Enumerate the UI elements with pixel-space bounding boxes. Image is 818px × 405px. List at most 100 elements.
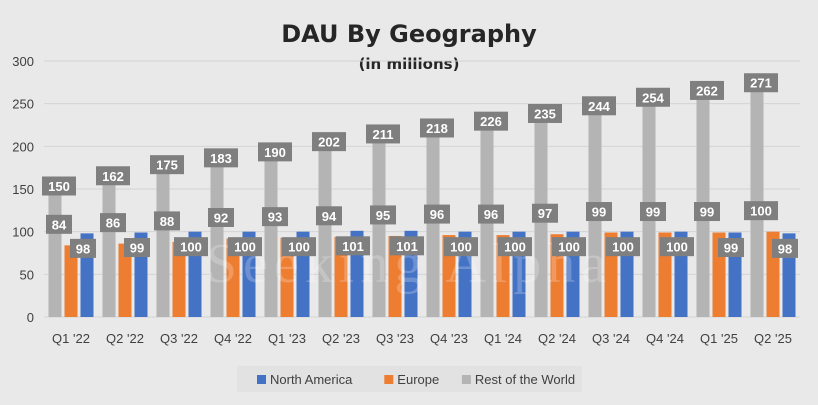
x-tick-label: Q3 '23: [376, 331, 414, 346]
data-label-box: [772, 238, 798, 258]
x-tick-label: Q1 '24: [484, 331, 522, 346]
data-label-box: [150, 155, 184, 175]
data-label-europe: 100: [744, 201, 778, 221]
data-label-box: [42, 176, 76, 196]
data-label-rest-of-the-world: 183: [204, 148, 238, 168]
y-axis: 0 50 100 150 200 250 300: [12, 54, 34, 325]
data-label-text: 88: [160, 214, 174, 229]
data-label-text: 99: [592, 205, 606, 220]
data-label-text: 218: [426, 121, 448, 136]
data-label-box: [228, 237, 262, 257]
data-label-box: [636, 87, 670, 107]
data-label-rest-of-the-world: 254: [636, 87, 670, 107]
data-label-rest-of-the-world: 271: [744, 73, 778, 93]
data-label-box: [690, 80, 724, 100]
data-label-box: [312, 132, 346, 152]
x-tick-label: Q2 '24: [538, 331, 576, 346]
x-tick-label: Q4 '23: [430, 331, 468, 346]
data-label-rest-of-the-world: 262: [690, 80, 724, 100]
data-label-text: 96: [484, 207, 498, 222]
data-label-text: 262: [696, 83, 718, 98]
bar-rest-of-the-world: [156, 167, 170, 317]
data-label-north-america: 98: [772, 238, 798, 258]
data-label-box: [366, 124, 400, 144]
bar-rest-of-the-world: [318, 144, 332, 317]
data-label-text: 211: [373, 127, 394, 142]
legend-item-europe: Europe: [384, 372, 439, 387]
bar-europe: [118, 243, 132, 317]
data-label-rest-of-the-world: 202: [312, 132, 346, 152]
data-label-text: 99: [130, 241, 144, 256]
data-label-box: [444, 237, 478, 257]
data-label-europe: 86: [100, 213, 126, 233]
data-label-text: 254: [642, 90, 664, 105]
data-label-box: [258, 142, 292, 162]
legend: North America Europe Rest of the World: [237, 366, 582, 392]
data-label-box: [640, 202, 666, 222]
data-label-box: [718, 238, 744, 258]
data-label-europe: 94: [316, 206, 342, 226]
x-tick-label: Q2 '23: [322, 331, 360, 346]
legend-item-rest-of-the-world: Rest of the World: [461, 372, 575, 387]
data-label-box: [282, 237, 316, 257]
data-label-box: [370, 205, 396, 225]
data-label-text: 202: [318, 135, 340, 150]
data-label-text: 150: [48, 179, 70, 194]
data-label-box: [316, 206, 342, 226]
data-label-text: 94: [322, 209, 337, 224]
data-label-north-america: 98: [70, 238, 96, 258]
data-label-europe: 99: [694, 202, 720, 222]
x-tick-label: Q1 '23: [268, 331, 306, 346]
data-label-box: [262, 207, 288, 227]
x-tick-label: Q1 '25: [700, 331, 738, 346]
data-label-rest-of-the-world: 218: [420, 118, 454, 138]
y-tick-label: 100: [12, 225, 34, 240]
data-labels: 150 84 98 162 86 99 175 88 100 183 92 100 190 93 100 20…: [42, 73, 798, 258]
data-label-text: 226: [480, 114, 502, 129]
data-label-text: 99: [700, 205, 714, 220]
x-tick-label: Q3 '24: [592, 331, 630, 346]
data-label-box: [498, 237, 532, 257]
legend-label: Europe: [397, 372, 439, 387]
data-label-north-america: 100: [498, 237, 532, 257]
data-label-text: 98: [76, 241, 90, 256]
data-label-text: 100: [450, 240, 472, 255]
data-label-text: 235: [534, 106, 556, 121]
data-label-north-america: 100: [606, 237, 640, 257]
data-label-text: 100: [288, 240, 310, 255]
legend-item-north-america: North America: [257, 372, 353, 387]
data-label-box: [208, 207, 234, 227]
bar-europe: [172, 241, 186, 317]
data-label-text: 98: [778, 241, 792, 256]
data-label-europe: 93: [262, 207, 288, 227]
data-label-box: [46, 214, 72, 234]
legend-swatch: [461, 375, 471, 384]
data-label-europe: 95: [370, 205, 396, 225]
data-label-rest-of-the-world: 235: [528, 103, 562, 123]
data-label-rest-of-the-world: 226: [474, 111, 508, 131]
data-label-box: [420, 118, 454, 138]
data-label-text: 183: [210, 151, 232, 166]
data-label-europe: 97: [532, 203, 558, 223]
data-label-north-america: 99: [124, 238, 150, 258]
legend-label: North America: [270, 372, 353, 387]
data-label-north-america: 101: [336, 236, 370, 256]
legend-swatch: [257, 375, 266, 384]
chart-title: DAU By Geography: [281, 20, 537, 48]
data-label-north-america: 100: [444, 237, 478, 257]
data-label-box: [660, 237, 694, 257]
data-label-box: [96, 166, 130, 186]
data-label-europe: 96: [478, 204, 504, 224]
data-label-box: [532, 203, 558, 223]
data-label-box: [582, 96, 616, 116]
data-label-text: 271: [750, 76, 772, 91]
y-tick-label: 250: [12, 97, 34, 112]
data-label-rest-of-the-world: 162: [96, 166, 130, 186]
data-label-box: [744, 201, 778, 221]
data-label-text: 175: [156, 158, 178, 173]
data-label-box: [174, 237, 208, 257]
data-label-north-america: 99: [718, 238, 744, 258]
data-label-box: [552, 237, 586, 257]
data-label-text: 97: [538, 206, 552, 221]
